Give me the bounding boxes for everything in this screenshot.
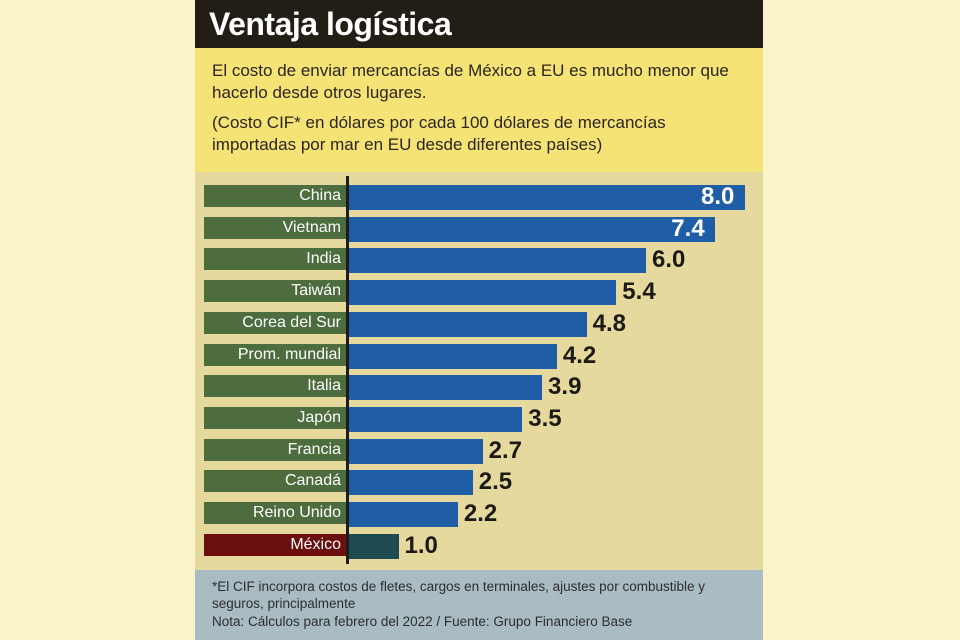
bar-row: Taiwán 5.4 [195,277,763,309]
category-label: México [204,533,346,556]
bar [349,343,557,369]
bar [349,248,646,274]
title-bar: Ventaja logística [195,0,763,48]
bar [349,533,399,559]
bar-row: Prom. mundial 4.2 [195,341,763,373]
bar-row: Japón 3.5 [195,404,763,436]
bar [349,216,716,242]
value-label: 3.5 [528,404,562,432]
bar [349,438,483,464]
value-label: 5.4 [622,278,656,306]
value-axis-line [346,176,349,564]
footnote: *El CIF incorpora costos de fletes, carg… [212,579,705,611]
bar [349,311,587,337]
value-label: 7.4 [671,214,705,242]
category-label: Taiwán [204,280,346,303]
bar-chart: China 8.0 Vietnam 7.4 India 6.0 Taiwán 5.4 Corea… [195,172,763,570]
bar-row: India 6.0 [195,245,763,277]
value-label: 2.7 [488,436,523,464]
source-note: Nota: Cálculos para febrero del 2022 / F… [212,614,633,629]
bar-row: China 8.0 [195,182,763,214]
bar-row: Corea del Sur 4.8 [195,309,763,341]
category-label: Prom. mundial [204,343,346,366]
category-label: Corea del Sur [204,311,346,334]
category-label: Italia [204,375,346,398]
intro-panel: El costo de enviar mercancías de México … [195,48,763,172]
chart-subtitle: El costo de enviar mercancías de México … [212,61,729,102]
category-label: Canadá [204,470,346,493]
bar-row: Reino Unido 2.2 [195,499,763,531]
value-label: 2.5 [478,468,513,496]
bar [349,375,543,401]
bar-row: Vietnam 7.4 [195,214,763,246]
category-label: Japón [204,406,346,429]
bar [349,502,458,527]
value-label: 8.0 [701,183,735,210]
category-label: China [204,185,346,207]
category-label: Francia [204,438,346,461]
bar [349,185,745,210]
bar [349,470,473,496]
value-label: 2.2 [463,500,498,527]
chart-title: Ventaja logística [209,6,452,42]
value-label: 1.0 [404,531,438,559]
bar [349,406,523,432]
category-label: Reino Unido [204,502,346,524]
infographic-card: Ventaja logística El costo de enviar mer… [195,0,763,640]
bar-row: Italia 3.9 [195,372,763,404]
bar-row: Canadá 2.5 [195,467,763,499]
category-label: Vietnam [204,216,346,239]
value-label: 4.2 [562,341,597,369]
value-label: 3.9 [548,373,582,401]
value-label: 4.8 [592,309,626,337]
bar-row: México 1.0 [195,531,763,563]
bar-row: Francia 2.7 [195,436,763,468]
chart-units-note: (Costo CIF* en dólares por cada 100 dóla… [212,113,666,154]
category-label: India [204,248,346,271]
value-label: 6.0 [652,246,686,274]
bar [349,280,617,306]
footer-panel: *El CIF incorpora costos de fletes, carg… [195,570,763,640]
